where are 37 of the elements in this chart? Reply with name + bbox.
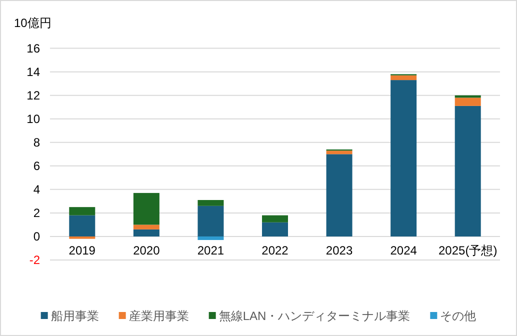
bar	[454, 106, 481, 236]
x-tick-label: 2025(予想)	[438, 243, 498, 258]
y-tick-label: 6	[33, 158, 40, 173]
y-tick-label: 14	[26, 64, 40, 79]
y-tick-label: 2	[33, 206, 40, 220]
bar	[454, 98, 481, 106]
bar	[69, 207, 96, 216]
bar	[326, 150, 352, 154]
bar	[198, 200, 224, 206]
bar	[262, 222, 288, 236]
bar	[133, 192, 160, 225]
bar	[390, 75, 417, 80]
x-tick-label: 2022	[262, 243, 289, 258]
bar	[262, 215, 288, 222]
y-tick-label: 16	[26, 41, 40, 56]
bar	[133, 229, 160, 236]
y-tick-label: 12	[26, 88, 40, 102]
y-tick-label: 8	[33, 135, 40, 150]
x-tick-label: 2023	[326, 243, 353, 258]
x-tick-label: 2021	[197, 243, 224, 258]
y-tick-label: 4	[33, 182, 40, 196]
y-axis-title: 10億円	[14, 16, 52, 30]
legend-label: 無線LAN・ハンディターミナル事業	[218, 309, 410, 323]
y-tick-label: -2	[29, 253, 40, 267]
y-tick-label: 10	[26, 112, 40, 126]
legend-label: 産業用事業	[128, 309, 189, 323]
bar	[69, 215, 96, 236]
bar	[133, 224, 160, 230]
legend-label: 船用事業	[50, 309, 99, 323]
x-tick-label: 2019	[68, 243, 96, 258]
x-tick-label: 2024	[390, 243, 418, 258]
bar	[390, 80, 417, 236]
x-tick-label: 2020	[133, 243, 160, 258]
legend-label: その他	[440, 309, 476, 323]
bar	[326, 154, 352, 236]
y-tick-label: 0	[33, 229, 40, 244]
bar	[69, 236, 96, 239]
